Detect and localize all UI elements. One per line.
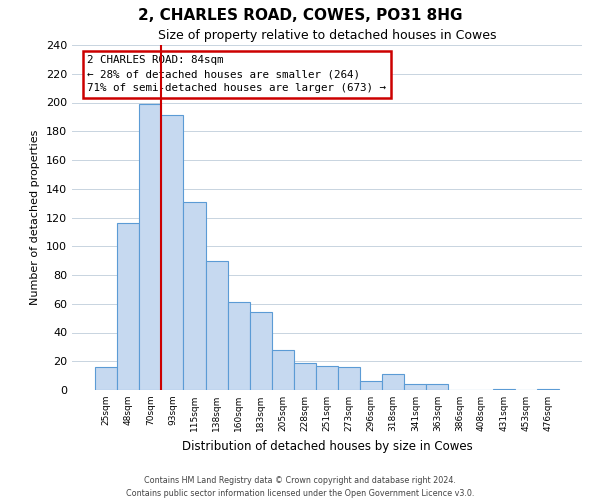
Bar — [184, 202, 206, 390]
Bar — [316, 366, 338, 390]
Bar — [95, 367, 117, 390]
Y-axis label: Number of detached properties: Number of detached properties — [31, 130, 40, 305]
Bar — [250, 312, 272, 390]
Bar — [338, 367, 360, 390]
Bar — [493, 388, 515, 390]
Bar — [272, 350, 294, 390]
X-axis label: Distribution of detached houses by size in Cowes: Distribution of detached houses by size … — [182, 440, 472, 452]
Bar — [360, 382, 382, 390]
Bar — [382, 374, 404, 390]
Bar — [427, 384, 448, 390]
Bar — [117, 223, 139, 390]
Text: 2, CHARLES ROAD, COWES, PO31 8HG: 2, CHARLES ROAD, COWES, PO31 8HG — [138, 8, 462, 22]
Bar — [294, 362, 316, 390]
Bar — [537, 388, 559, 390]
Bar — [161, 116, 184, 390]
Title: Size of property relative to detached houses in Cowes: Size of property relative to detached ho… — [158, 30, 496, 43]
Bar — [227, 302, 250, 390]
Text: Contains HM Land Registry data © Crown copyright and database right 2024.
Contai: Contains HM Land Registry data © Crown c… — [126, 476, 474, 498]
Bar — [404, 384, 427, 390]
Text: 2 CHARLES ROAD: 84sqm
← 28% of detached houses are smaller (264)
71% of semi-det: 2 CHARLES ROAD: 84sqm ← 28% of detached … — [88, 56, 386, 94]
Bar — [206, 260, 227, 390]
Bar — [139, 104, 161, 390]
